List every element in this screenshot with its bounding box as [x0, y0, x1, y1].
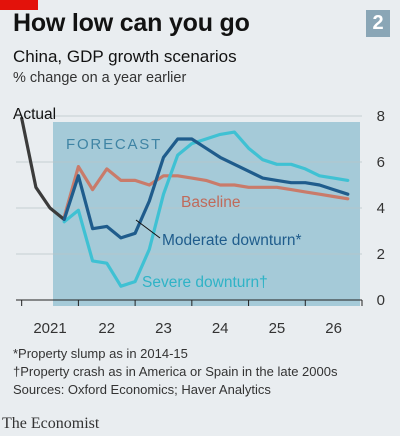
- x-tick-label: 23: [155, 320, 172, 337]
- footnote-severe: †Property crash as in America or Spain i…: [13, 364, 338, 379]
- x-tick-label: 24: [212, 320, 229, 337]
- y-tick-label: 4: [377, 200, 385, 217]
- series-label-moderate: Moderate downturn*: [162, 232, 302, 249]
- chart-title: How low can you go: [13, 9, 250, 37]
- y-tick-label: 6: [377, 154, 385, 171]
- series-line-actual: [20, 116, 66, 222]
- y-tick-label: 8: [377, 108, 385, 125]
- label-leader-line: [135, 219, 161, 239]
- x-tick-label: 2021: [33, 320, 66, 337]
- brand-red-tag: [0, 0, 38, 10]
- x-tick-label: 25: [269, 320, 286, 337]
- sources-note: Sources: Oxford Economics; Haver Analyti…: [13, 382, 271, 397]
- chart-subtitle: China, GDP growth scenarios: [13, 47, 237, 66]
- forecast-label: FORECAST: [66, 136, 162, 153]
- y-tick-label: 2: [377, 246, 385, 263]
- chart-units: % change on a year earlier: [13, 70, 187, 86]
- series-label-severe: Severe downturn†: [142, 274, 268, 291]
- forecast-band: [53, 122, 360, 306]
- footnotes: *Property slump as in 2014-15 †Property …: [13, 345, 337, 399]
- x-tick-label: 22: [98, 320, 115, 337]
- series-line-severe-downturn: [62, 130, 350, 288]
- brand-logo-text: The Economist: [2, 415, 100, 432]
- x-tick-label: 26: [325, 320, 342, 337]
- chart-number-badge: 2: [366, 10, 390, 37]
- y-tick-label: 0: [377, 292, 385, 309]
- series-line-baseline: [62, 165, 350, 219]
- series-label-actual: Actual: [13, 106, 56, 123]
- series-line-moderate-downturn: [62, 137, 350, 240]
- footnote-moderate: *Property slump as in 2014-15: [13, 346, 188, 361]
- series-label-baseline: Baseline: [181, 194, 240, 211]
